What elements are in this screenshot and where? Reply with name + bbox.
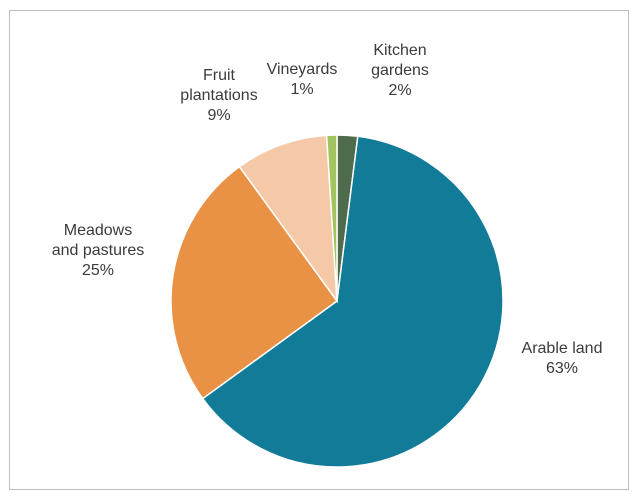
data-label-value: 9% bbox=[207, 107, 230, 124]
data-label-category: and pastures bbox=[52, 242, 145, 259]
pie-slices bbox=[170, 134, 504, 468]
data-label-category: Meadows bbox=[64, 222, 132, 239]
pie-slice-vineyards bbox=[325, 134, 338, 302]
data-label-value: 25% bbox=[82, 262, 114, 279]
pie-slice-fruit-plantations bbox=[238, 134, 338, 304]
data-label-category: plantations bbox=[180, 87, 257, 104]
pie-slice-meadows-and-pastures bbox=[170, 165, 339, 400]
data-label-category: Vineyards bbox=[267, 61, 338, 78]
data-label-category: Fruit bbox=[203, 67, 236, 84]
data-label-fruit-plantations: Fruit plantations 9% bbox=[180, 67, 257, 124]
data-label-category: gardens bbox=[371, 62, 429, 79]
data-label-arable-land: Arable land 63% bbox=[522, 340, 603, 377]
data-label-value: 63% bbox=[546, 360, 578, 377]
data-label-category: Kitchen bbox=[373, 42, 426, 59]
data-label-kitchen-gardens: Kitchen gardens 2% bbox=[371, 42, 429, 99]
data-label-vineyards: Vineyards 1% bbox=[267, 61, 338, 98]
data-label-meadows-and-pastures: Meadows and pastures 25% bbox=[52, 222, 145, 279]
data-label-category: Arable land bbox=[522, 340, 603, 357]
pie-slice-arable-land bbox=[201, 135, 504, 468]
data-label-value: 1% bbox=[290, 81, 313, 98]
data-label-value: 2% bbox=[388, 82, 411, 99]
